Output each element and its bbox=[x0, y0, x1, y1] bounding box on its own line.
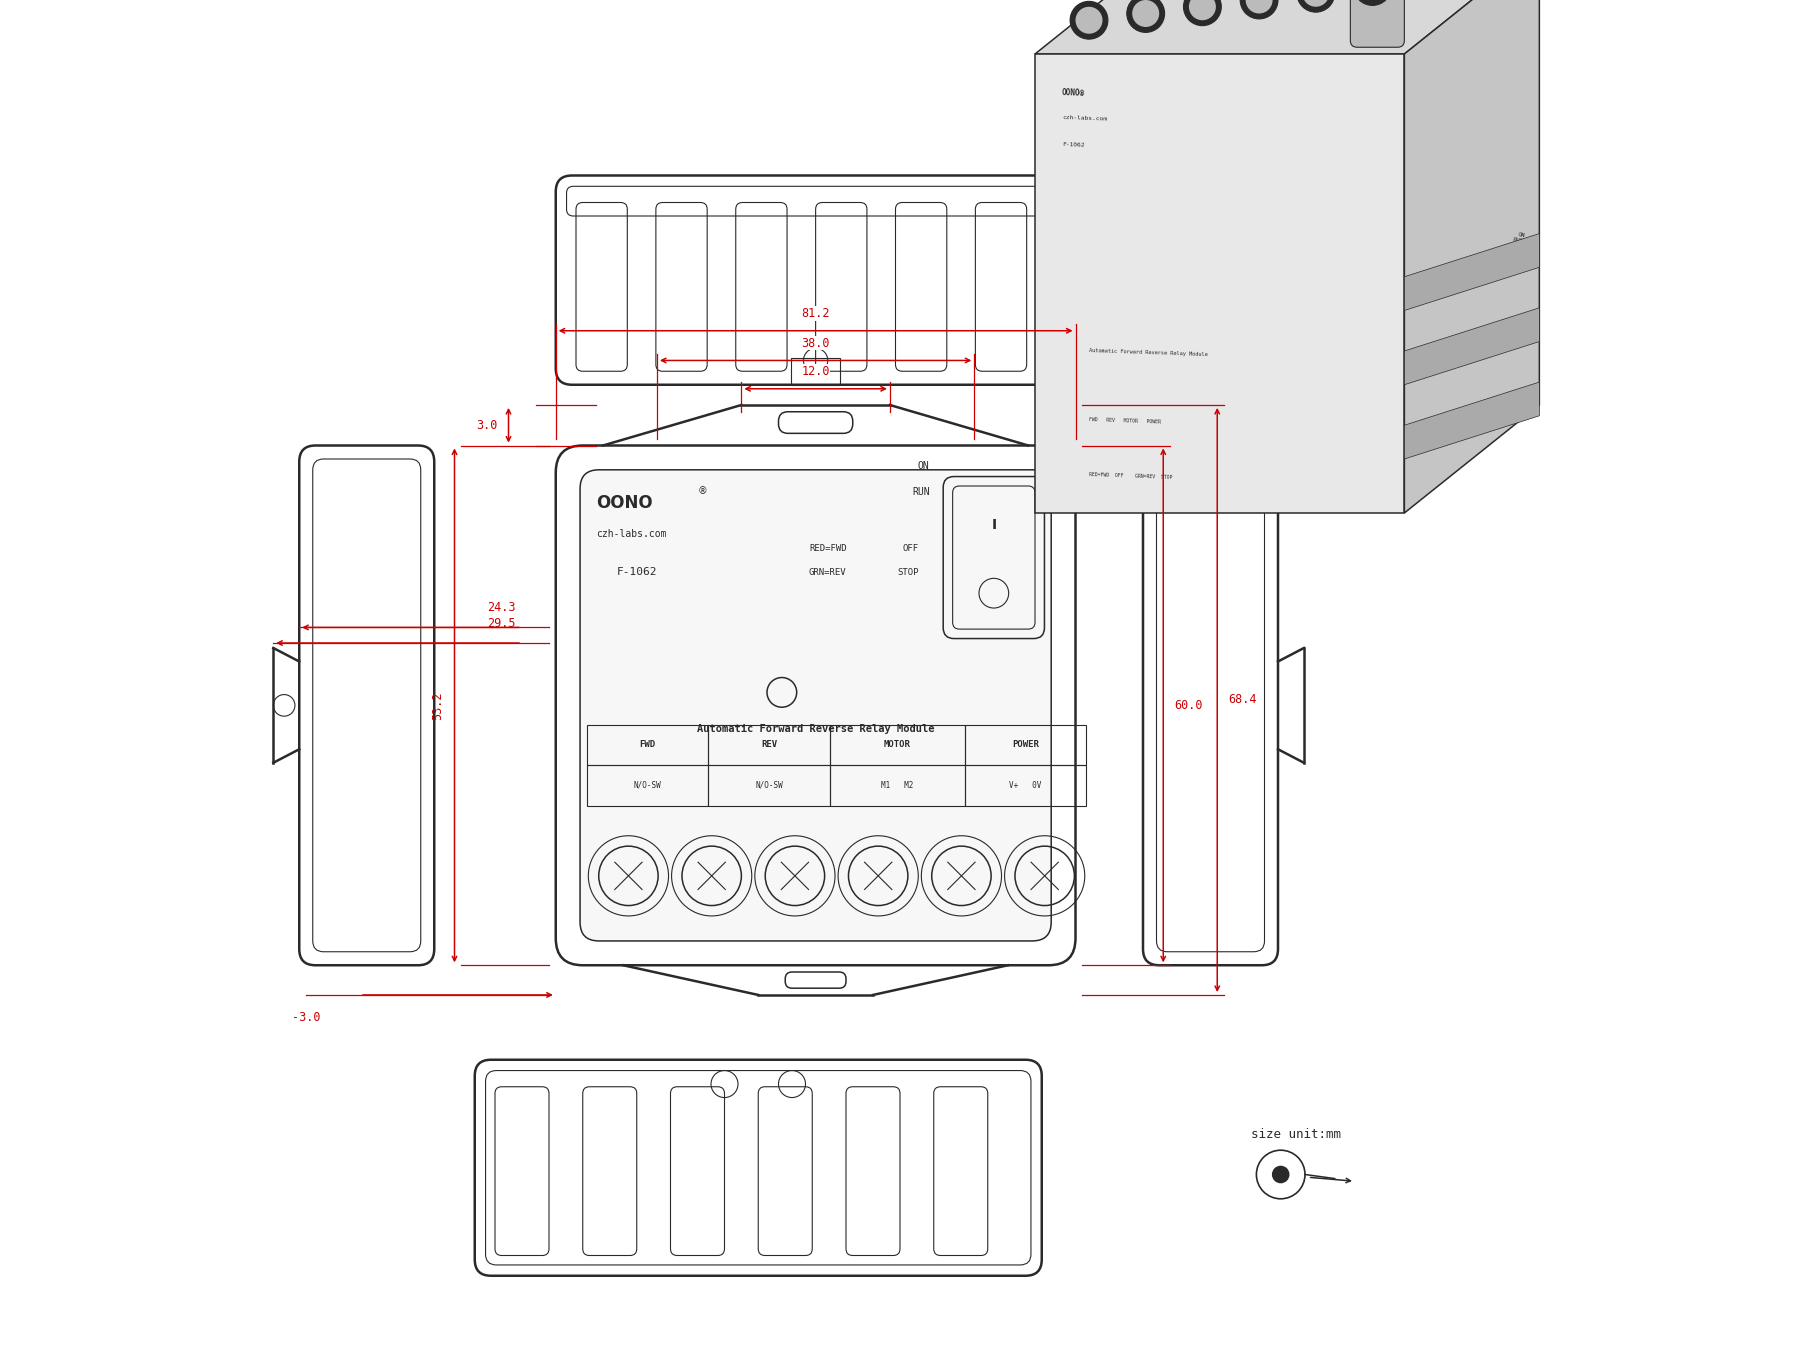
Text: 24.3: 24.3 bbox=[486, 601, 515, 614]
Text: I: I bbox=[992, 518, 997, 532]
Text: V+   0V: V+ 0V bbox=[1010, 780, 1042, 790]
Bar bbox=[965, 725, 1085, 765]
Bar bbox=[830, 725, 965, 765]
Circle shape bbox=[1246, 0, 1273, 14]
Text: MOTOR: MOTOR bbox=[884, 740, 911, 749]
Polygon shape bbox=[1035, 0, 1539, 54]
Circle shape bbox=[1190, 0, 1217, 20]
Text: Automatic Forward Reverse Relay Module: Automatic Forward Reverse Relay Module bbox=[1089, 348, 1208, 356]
Circle shape bbox=[1069, 1, 1109, 39]
Circle shape bbox=[1296, 0, 1336, 12]
Text: czh-labs.com: czh-labs.com bbox=[596, 529, 666, 539]
Text: Automatic Forward Reverse Relay Module: Automatic Forward Reverse Relay Module bbox=[697, 724, 934, 734]
Bar bbox=[792, 358, 841, 385]
Text: -3.0: -3.0 bbox=[292, 1011, 320, 1025]
Polygon shape bbox=[1404, 308, 1539, 385]
Circle shape bbox=[1127, 0, 1165, 32]
Bar bbox=[965, 765, 1085, 806]
Circle shape bbox=[1354, 0, 1391, 5]
Circle shape bbox=[1076, 7, 1102, 34]
Text: 81.2: 81.2 bbox=[801, 306, 830, 320]
Text: ON: ON bbox=[918, 462, 931, 471]
Text: RED=FWD  OFF    GRN=REV  STOP: RED=FWD OFF GRN=REV STOP bbox=[1089, 472, 1172, 481]
Polygon shape bbox=[1404, 382, 1539, 459]
Text: 29.5: 29.5 bbox=[486, 617, 515, 629]
Polygon shape bbox=[1035, 54, 1404, 513]
Text: OONO®: OONO® bbox=[1062, 88, 1085, 97]
Text: 3.0: 3.0 bbox=[477, 418, 497, 432]
Bar bbox=[587, 725, 707, 765]
Text: 60.0: 60.0 bbox=[1174, 699, 1202, 711]
Text: N/O-SW: N/O-SW bbox=[634, 780, 661, 790]
Text: 68.4: 68.4 bbox=[1228, 694, 1256, 706]
Text: FWD: FWD bbox=[639, 740, 655, 749]
Circle shape bbox=[1303, 0, 1328, 7]
Text: OONO: OONO bbox=[596, 494, 653, 512]
Text: 38.0: 38.0 bbox=[801, 336, 830, 350]
Bar bbox=[587, 765, 707, 806]
Text: GRN=REV: GRN=REV bbox=[808, 568, 846, 578]
Circle shape bbox=[1240, 0, 1278, 19]
Text: czh-labs.com: czh-labs.com bbox=[1062, 115, 1107, 122]
Text: 12.0: 12.0 bbox=[801, 364, 830, 378]
Polygon shape bbox=[1404, 234, 1539, 310]
Bar bbox=[707, 765, 830, 806]
Text: F-1062: F-1062 bbox=[616, 567, 657, 576]
Text: REV: REV bbox=[761, 740, 778, 749]
Text: STOP: STOP bbox=[898, 568, 918, 578]
FancyBboxPatch shape bbox=[580, 470, 1051, 941]
Text: POWER: POWER bbox=[1012, 740, 1039, 749]
Text: ON
RUN: ON RUN bbox=[1514, 231, 1526, 244]
Circle shape bbox=[1184, 0, 1222, 26]
Text: size unit:mm: size unit:mm bbox=[1251, 1127, 1341, 1141]
Text: 53.2: 53.2 bbox=[430, 691, 443, 720]
Text: RED=FWD: RED=FWD bbox=[808, 544, 846, 554]
Text: RUN: RUN bbox=[913, 487, 931, 497]
Text: N/O-SW: N/O-SW bbox=[756, 780, 783, 790]
FancyBboxPatch shape bbox=[1350, 0, 1404, 47]
Text: M1   M2: M1 M2 bbox=[882, 780, 913, 790]
Bar bbox=[707, 725, 830, 765]
Polygon shape bbox=[1404, 0, 1539, 513]
Circle shape bbox=[1132, 0, 1159, 27]
Text: FWD   REV   MOTOR   POWER: FWD REV MOTOR POWER bbox=[1089, 417, 1161, 425]
Circle shape bbox=[1273, 1166, 1289, 1183]
Text: OFF: OFF bbox=[904, 544, 918, 554]
Text: F-1062: F-1062 bbox=[1062, 142, 1085, 147]
Text: ®: ® bbox=[698, 486, 707, 495]
Bar bbox=[830, 765, 965, 806]
